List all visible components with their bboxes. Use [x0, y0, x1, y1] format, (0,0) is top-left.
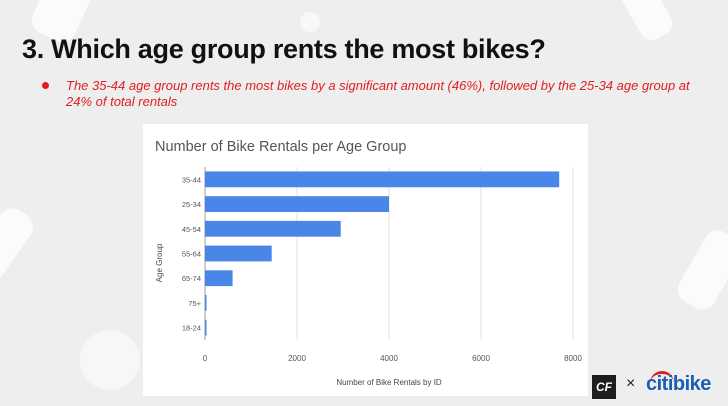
x-tick-label: 8000	[564, 354, 582, 363]
slide-title: 3. Which age group rents the most bikes?	[22, 34, 546, 64]
cf-logo: CF	[592, 375, 616, 399]
bar-45-54	[205, 220, 341, 237]
decorative-shape	[617, 0, 677, 45]
bar-65-74	[205, 270, 233, 287]
chart-card: Number of Bike Rentals per Age Group 35-…	[143, 124, 588, 396]
x-axis-tick-labels: 0 2000 4000 6000 8000	[203, 354, 583, 363]
bar-55-64	[205, 245, 272, 262]
bullet-point: The 35-44 age group rents the most bikes…	[40, 78, 700, 110]
chart-gridlines	[204, 167, 574, 340]
bar-18-24	[205, 319, 207, 336]
decorative-shape	[0, 202, 39, 298]
bullet-text: The 35-44 age group rents the most bikes…	[66, 78, 690, 109]
y-tick-label: 65-74	[182, 274, 201, 283]
y-tick-label: 25-34	[182, 200, 201, 209]
x-tick-label: 2000	[288, 354, 306, 363]
times-sign: ×	[626, 375, 636, 392]
decorative-shape	[300, 12, 320, 32]
decorative-shape	[672, 225, 728, 315]
bar-chart: Number of Bike Rentals per Age Group 35-…	[155, 139, 583, 387]
footer-logos: CF × citibike	[592, 371, 722, 400]
y-axis-tick-labels: 35-44 25-34 45-54 55-64 65-74 75+ 18-24	[182, 175, 202, 332]
y-tick-label: 18-24	[182, 324, 201, 333]
bar-35-44	[205, 171, 560, 188]
citi-arc-icon	[650, 371, 674, 386]
x-tick-label: 6000	[472, 354, 490, 363]
bullet-dot-icon	[42, 82, 49, 89]
y-tick-label: 45-54	[182, 225, 201, 234]
y-tick-label: 75+	[188, 299, 201, 308]
y-axis-title: Age Group	[155, 243, 164, 282]
x-axis-title: Number of Bike Rentals by ID	[336, 378, 442, 387]
bar-75+	[205, 295, 207, 311]
chart-title: Number of Bike Rentals per Age Group	[155, 139, 406, 155]
bar-25-34	[205, 196, 389, 212]
chart-bars	[205, 171, 560, 336]
decorative-shape	[80, 330, 140, 390]
y-tick-label: 55-64	[182, 250, 201, 259]
x-tick-label: 0	[203, 354, 208, 363]
citibike-logo: citibike	[646, 373, 711, 395]
y-tick-label: 35-44	[182, 175, 201, 184]
x-tick-label: 4000	[380, 354, 398, 363]
